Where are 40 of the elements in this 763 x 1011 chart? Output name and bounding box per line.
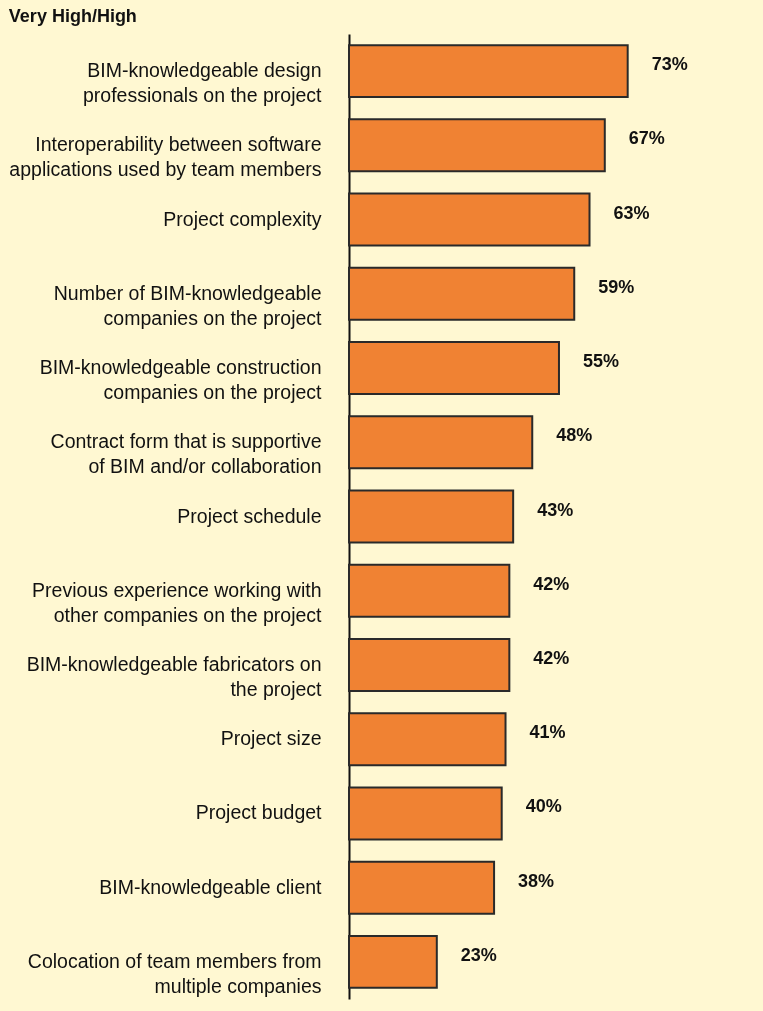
y-tick-label: BIM-knowledgeable construction companies on the project bbox=[39, 356, 323, 404]
y-tick-label: Contract form that is supportive of BIM and/or collaboration bbox=[50, 430, 322, 478]
data-label: 67% bbox=[628, 128, 665, 149]
y-tick-label: Project size bbox=[220, 727, 322, 750]
bar bbox=[348, 934, 438, 989]
data-label: 43% bbox=[537, 499, 574, 520]
bar bbox=[348, 563, 511, 618]
data-label: 41% bbox=[529, 722, 566, 743]
bar bbox=[348, 637, 511, 692]
data-label: 48% bbox=[556, 425, 593, 446]
bar bbox=[348, 266, 576, 321]
data-label: 63% bbox=[613, 202, 650, 223]
y-tick-label: Colocation of team members from multiple companies bbox=[27, 949, 322, 997]
y-tick-label: BIM-knowledgeable client bbox=[99, 875, 323, 898]
y-tick-label: Number of BIM-knowledgeable companies on the project bbox=[53, 281, 323, 329]
data-label: 42% bbox=[533, 573, 570, 594]
bar bbox=[348, 712, 507, 767]
data-label: 73% bbox=[651, 54, 688, 75]
y-tick-label: BIM-knowledgeable fabricators on the project bbox=[26, 652, 323, 700]
text: Very High/High bbox=[8, 6, 137, 26]
y-tick-label: Interoperability between software applications used by team members bbox=[9, 133, 322, 181]
bar bbox=[348, 192, 591, 247]
bar bbox=[348, 341, 560, 396]
bar bbox=[348, 118, 606, 173]
bar bbox=[348, 44, 629, 99]
y-tick-label: BIM-knowledgeable design professionals on the project bbox=[83, 59, 323, 107]
bar bbox=[348, 860, 496, 915]
y-tick-label: Project schedule bbox=[177, 504, 322, 527]
data-label: 59% bbox=[598, 276, 635, 297]
bar bbox=[348, 489, 515, 544]
y-tick-label: Project budget bbox=[195, 801, 323, 824]
data-label: 40% bbox=[525, 796, 562, 817]
bar bbox=[348, 786, 503, 841]
data-label: 23% bbox=[460, 944, 497, 965]
bar bbox=[348, 415, 534, 470]
data-label: 38% bbox=[518, 870, 555, 891]
y-tick-label: Previous experience working with other companies on the project bbox=[32, 578, 323, 626]
data-label: 42% bbox=[533, 647, 570, 668]
data-label: 55% bbox=[582, 351, 619, 372]
y-tick-label: Project complexity bbox=[163, 207, 322, 230]
